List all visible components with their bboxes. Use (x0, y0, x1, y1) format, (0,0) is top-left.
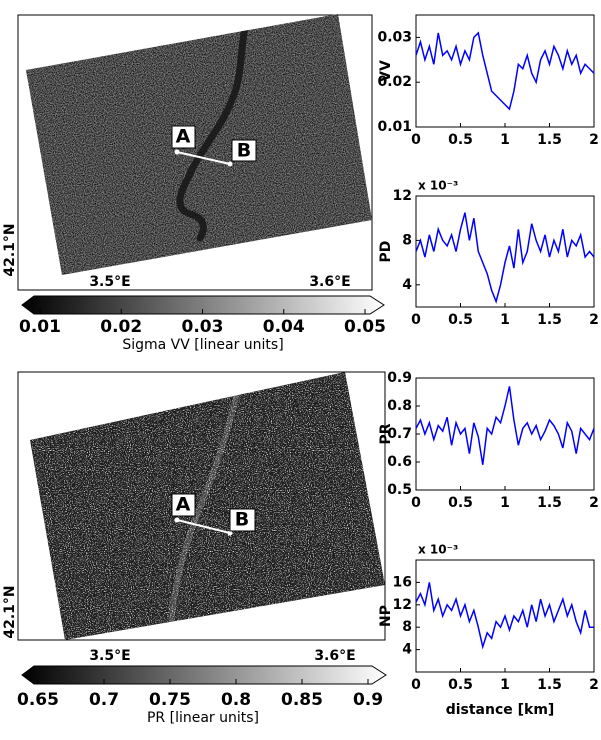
y-axis-label: NP (378, 605, 394, 627)
colorbar-tick-label: 0.04 (263, 317, 305, 337)
lon-label: 3.5°E (89, 274, 130, 290)
x-tick-label: 1 (500, 677, 510, 693)
x-tick-label: 2 (589, 495, 599, 511)
colorbar-tick-label: 0.05 (344, 317, 386, 337)
y-tick-label: 0.01 (377, 119, 412, 135)
colorbar-tick-label: 0.01 (19, 317, 61, 337)
y-multiplier: x 10⁻³ (418, 179, 458, 193)
point-label: B (235, 509, 249, 531)
x-tick-label: 1 (500, 495, 510, 511)
colorbar-label: Sigma VV [linear units] (122, 337, 283, 353)
x-tick-label: 1.5 (537, 495, 562, 511)
y-tick-label: 4 (402, 277, 412, 293)
y-tick-label: 16 (393, 574, 412, 590)
colorbar-tick-label: 0.9 (353, 690, 383, 710)
x-tick-label: 2 (589, 677, 599, 693)
colorbar-tick-label: 0.75 (149, 690, 191, 710)
lon-label: 3.6°E (309, 274, 350, 290)
x-tick-label: 0 (411, 132, 421, 148)
colorbar-tick-label: 0.02 (100, 317, 142, 337)
point-label: B (237, 140, 251, 162)
y-tick-label: 0.5 (387, 482, 412, 498)
x-tick-label: 1.5 (537, 132, 562, 148)
lon-label: 3.5°E (89, 648, 130, 664)
colorbar-tick-label: 0.7 (89, 690, 119, 710)
y-tick-label: 8 (402, 232, 412, 248)
x-tick-label: 0 (411, 495, 421, 511)
y-axis-label: VV (378, 60, 394, 82)
x-tick-label: 1.5 (537, 677, 562, 693)
axes-box (415, 377, 595, 491)
x-tick-label: 0.5 (448, 677, 473, 693)
y-tick-label: 0.9 (387, 370, 412, 386)
point-label: A (176, 126, 191, 148)
y-tick-label: 12 (393, 188, 412, 204)
x-tick-label: 0.5 (448, 132, 473, 148)
x-tick-label: 1.5 (537, 312, 562, 328)
y-tick-label: 8 (402, 619, 412, 635)
y-axis-label: PR (378, 423, 394, 444)
lat-label: 42.1°N (2, 223, 18, 276)
y-tick-label: 0.6 (387, 454, 412, 470)
y-tick-label: 0.7 (387, 426, 412, 442)
colorbar-tick-label: 0.03 (182, 317, 224, 337)
x-tick-label: 2 (589, 132, 599, 148)
colorbar-tick-label: 0.8 (221, 690, 251, 710)
y-axis-label: PD (378, 241, 394, 263)
colorbar-tick-label: 0.85 (281, 690, 323, 710)
data-line (415, 386, 595, 465)
image-panel (17, 371, 387, 685)
axes-box (415, 14, 595, 128)
lat-label: 42.1°N (2, 585, 18, 638)
axes-box (415, 195, 595, 308)
image-panel (17, 14, 385, 315)
lon-label: 3.6°E (314, 648, 355, 664)
y-tick-label: 0.03 (377, 29, 412, 45)
x-tick-label: 0 (411, 677, 421, 693)
x-axis-label: distance [km] (446, 702, 555, 718)
y-tick-label: 0.8 (387, 398, 412, 414)
point-label: A (176, 494, 191, 516)
x-tick-label: 0.5 (448, 495, 473, 511)
colorbar-label: PR [linear units] (147, 710, 259, 726)
data-line (415, 31, 595, 111)
y-multiplier: x 10⁻³ (418, 543, 458, 557)
x-tick-label: 0 (411, 312, 421, 328)
x-tick-label: 1 (500, 132, 510, 148)
y-tick-label: 0.02 (377, 74, 412, 90)
x-tick-label: 1 (500, 312, 510, 328)
x-tick-label: 0.5 (448, 312, 473, 328)
data-line (415, 582, 594, 650)
y-tick-label: 12 (393, 597, 412, 613)
y-tick-label: 4 (402, 642, 412, 658)
x-tick-label: 2 (589, 312, 599, 328)
colorbar-tick-label: 0.65 (17, 690, 59, 710)
data-line (415, 212, 595, 304)
